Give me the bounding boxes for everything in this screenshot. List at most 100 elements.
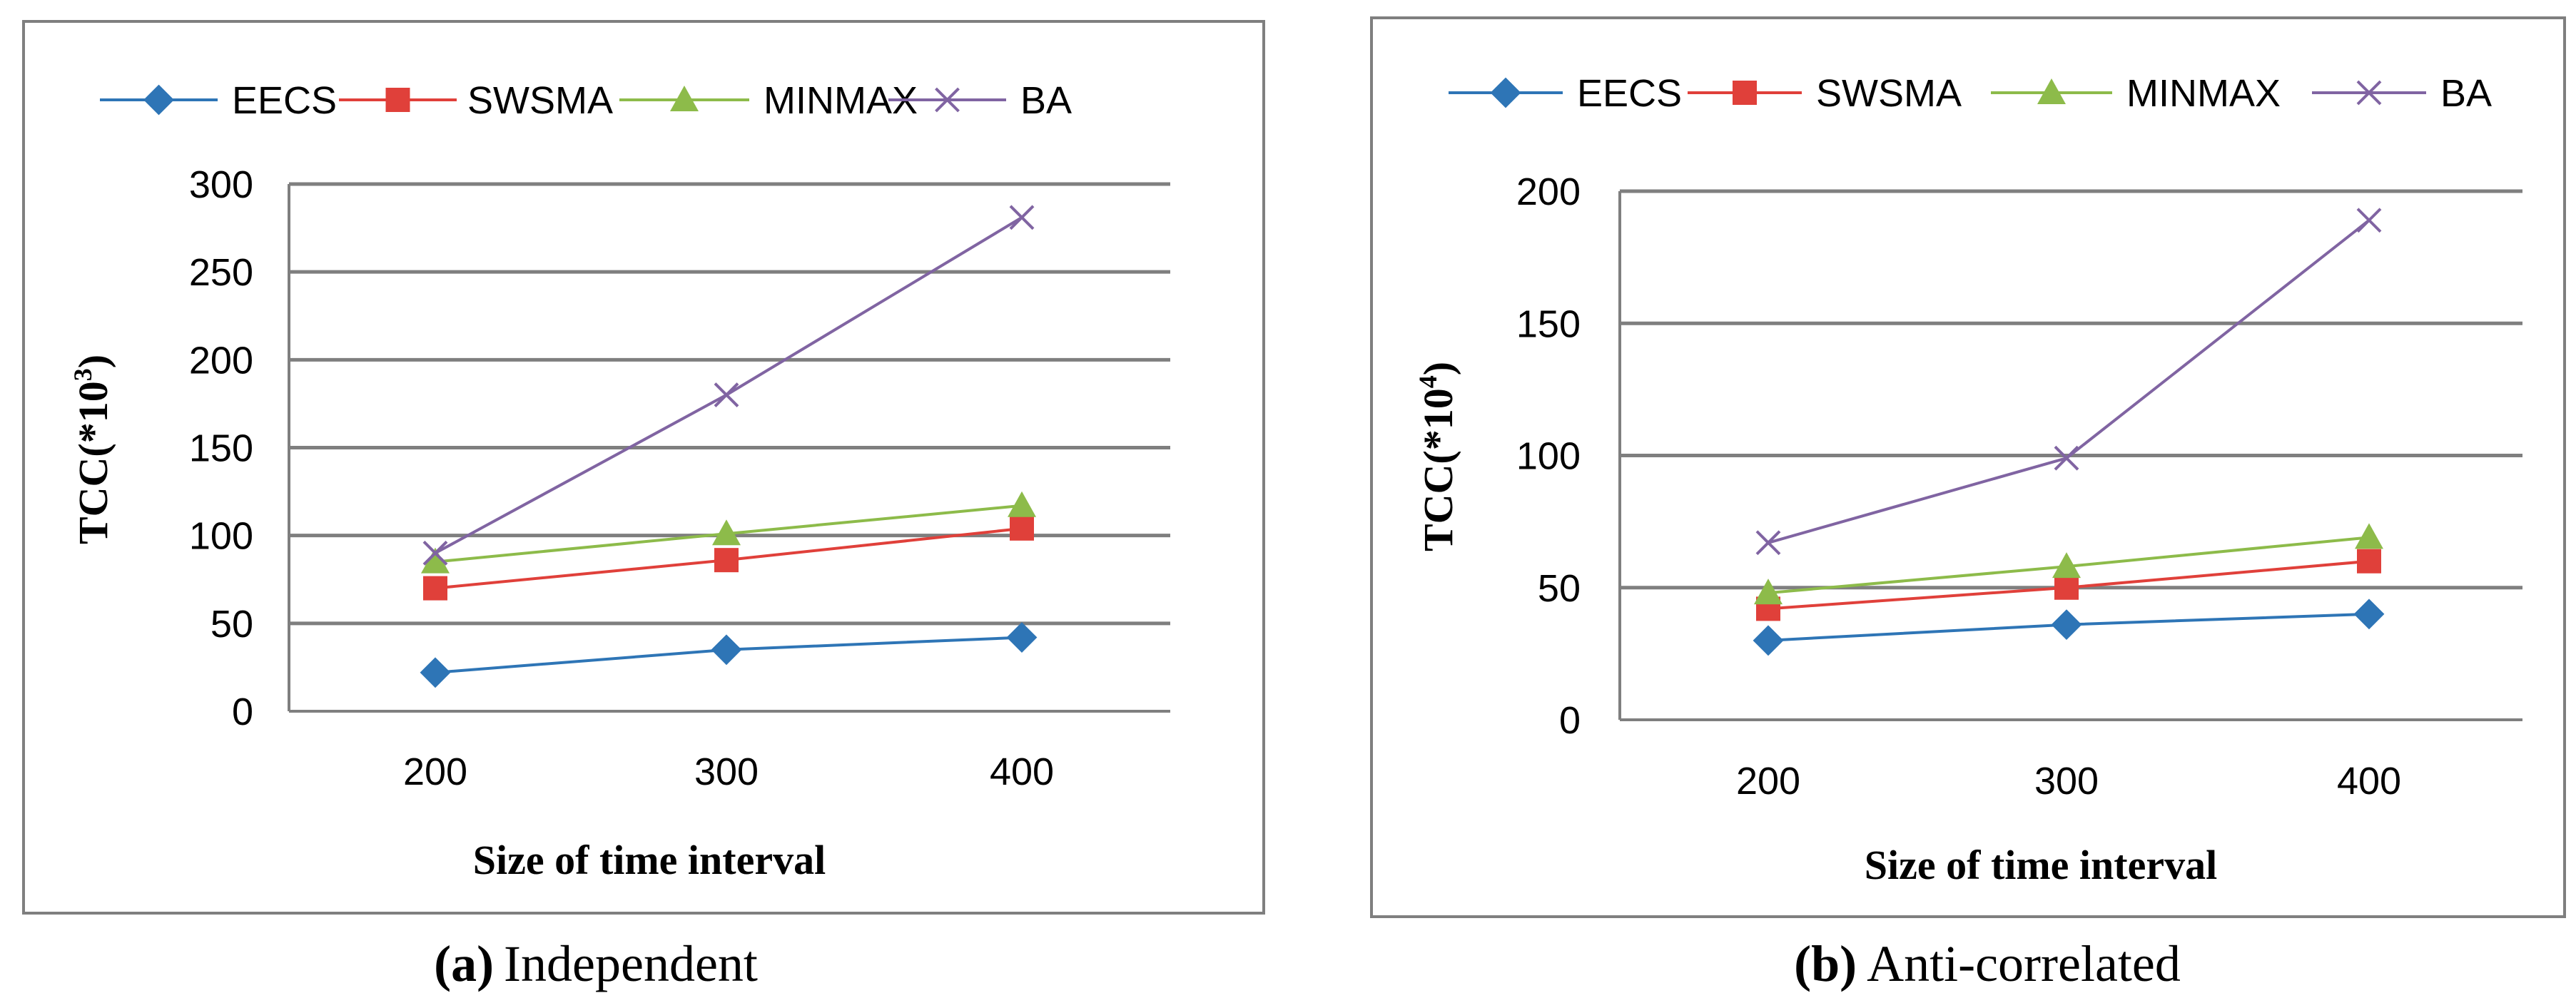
y-tick-label: 50 (1538, 567, 1581, 610)
legend-marker (143, 84, 174, 116)
chart-b: 0 50 100 150 200 200 300 400 EECS SWSMA MINMAX BA… (1370, 16, 2566, 992)
chart-a-series (420, 205, 1038, 688)
data-point (712, 519, 741, 546)
data-point (1009, 205, 1035, 230)
chart-a-caption-text: Independent (504, 935, 758, 992)
x-tick-label: 300 (2034, 760, 2099, 803)
chart-a-legend: EECS SWSMA MINMAX BA (100, 79, 1072, 122)
chart-a-ylabel-close: ) (70, 355, 116, 368)
y-tick-label: 0 (232, 691, 253, 733)
y-tick-label: 250 (189, 251, 253, 294)
legend-marker (2356, 80, 2382, 106)
y-tick-label: 0 (1559, 699, 1581, 742)
chart-b-ylabel-close: ) (1415, 362, 1461, 375)
series-ba (422, 205, 1035, 566)
data-point (711, 634, 742, 666)
data-point (2051, 609, 2082, 641)
legend-item-ba: BA (2312, 72, 2492, 115)
chart-a-xlabel: Size of time interval (473, 837, 826, 883)
data-point (1010, 516, 1034, 541)
chart-a-xticks: 200 300 400 (403, 750, 1054, 793)
y-tick-label: 50 (211, 603, 253, 646)
series-eecs (420, 622, 1038, 688)
data-point (714, 382, 739, 408)
legend-item-eecs: EECS (100, 79, 337, 122)
chart-b-caption-text: Anti-correlated (1867, 935, 2181, 992)
data-point (2054, 575, 2079, 600)
legend-label: EECS (232, 79, 337, 122)
legend-item-swsma: SWSMA (1688, 72, 1962, 115)
chart-b-xlabel: Size of time interval (1865, 842, 2217, 888)
data-point (2054, 445, 2079, 471)
data-point (423, 576, 447, 601)
legend-marker (1490, 77, 1521, 108)
chart-b-yticks: 0 50 100 150 200 (1516, 170, 1581, 742)
data-point (1754, 579, 1783, 605)
chart-b-frame (1370, 16, 2566, 918)
y-tick-label: 100 (1516, 435, 1581, 478)
data-point (1006, 622, 1038, 653)
y-tick-label: 300 (189, 163, 253, 206)
x-tick-label: 400 (2337, 760, 2401, 803)
legend-label: SWSMA (467, 79, 613, 122)
data-point (2353, 599, 2385, 630)
x-tick-label: 200 (403, 750, 467, 793)
legend-label: BA (2440, 72, 2492, 115)
chart-b-caption: (b) Anti-correlated (1794, 935, 2181, 992)
chart-b-ylabel: TCC(*104) (1414, 362, 1461, 551)
data-point (2355, 523, 2383, 549)
data-point (422, 540, 448, 566)
series-minmax (1754, 523, 2383, 605)
legend-marker (670, 86, 699, 111)
chart-b-ylabel-exp: 4 (1414, 375, 1442, 388)
chart-b-legend: EECS SWSMA MINMAX BA (1449, 72, 2492, 115)
legend-marker (2037, 78, 2066, 104)
data-point (421, 547, 450, 574)
legend-item-ba: BA (888, 79, 1072, 122)
data-point (714, 548, 739, 573)
y-tick-label: 200 (189, 339, 253, 382)
legend-label: BA (1020, 79, 1072, 122)
chart-a-axes (288, 184, 1170, 713)
chart-a-caption: (a) Independent (434, 935, 758, 992)
legend-item-minmax: MINMAX (1991, 72, 2281, 115)
x-tick-label: 200 (1736, 760, 1800, 803)
legend-item-eecs: EECS (1449, 72, 1682, 115)
y-tick-label: 150 (1516, 302, 1581, 345)
data-point (420, 657, 451, 688)
data-point (2357, 549, 2381, 574)
data-point (1753, 625, 1784, 656)
chart-a-yticks: 0 50 100 150 200 250 300 (189, 163, 253, 733)
chart-b-xticks: 200 300 400 (1736, 760, 2401, 803)
x-tick-label: 400 (990, 750, 1054, 793)
y-tick-label: 100 (189, 515, 253, 558)
chart-a-ylabel-exp: 3 (69, 368, 97, 381)
series-swsma (423, 516, 1034, 601)
legend-item-swsma: SWSMA (339, 79, 613, 122)
series-eecs (1753, 599, 2385, 656)
legend-marker (1733, 81, 1757, 105)
legend-marker (385, 88, 410, 112)
y-tick-label: 200 (1516, 170, 1581, 213)
data-point (2356, 208, 2382, 233)
legend-label: SWSMA (1816, 72, 1962, 115)
chart-a-ylabel: TCC(*103) (69, 355, 116, 544)
y-tick-label: 150 (189, 427, 253, 470)
chart-b-ylabel-main: TCC(*10 (1415, 388, 1461, 551)
chart-b-caption-letter: (b) (1794, 935, 1857, 992)
data-point (1755, 530, 1781, 556)
chart-a-frame (22, 20, 1265, 915)
data-point (1008, 491, 1036, 517)
legend-label: MINMAX (2126, 72, 2281, 115)
series-ba (1755, 208, 2382, 556)
series-minmax (421, 491, 1036, 574)
chart-b-axes (1618, 191, 2522, 721)
legend-label: EECS (1577, 72, 1682, 115)
legend-marker (935, 87, 960, 113)
chart-a-ylabel-main: TCC(*10 (70, 381, 116, 544)
x-tick-label: 300 (694, 750, 759, 793)
chart-b-series (1753, 208, 2385, 656)
data-point (2052, 552, 2081, 579)
